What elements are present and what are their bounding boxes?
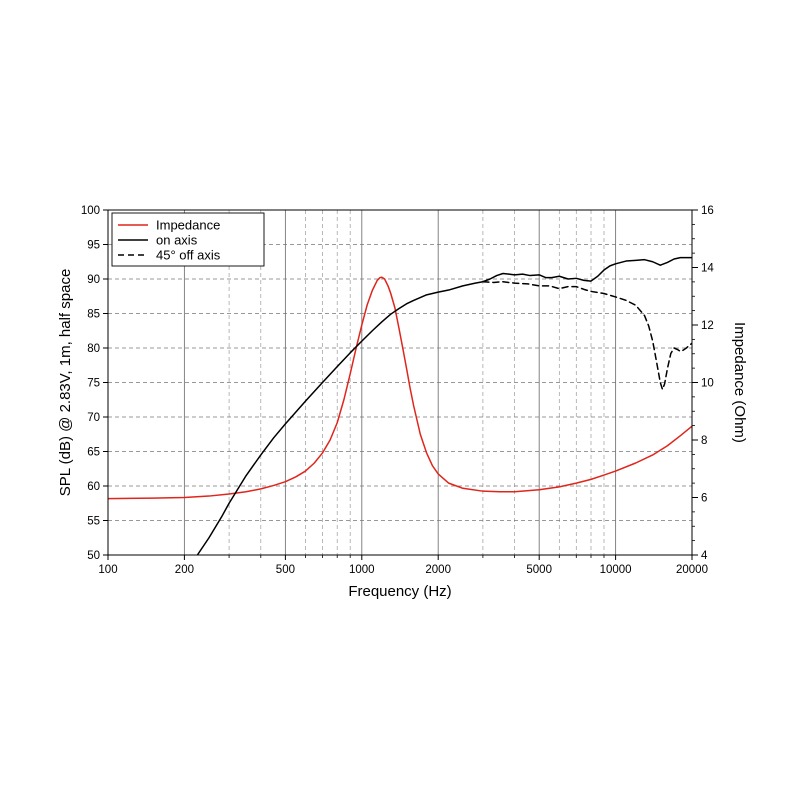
x-tick-label: 5000 [526, 564, 552, 576]
y-tick-label: 80 [87, 343, 100, 355]
x-tick-label: 10000 [600, 564, 632, 576]
y2-axis-title: Impedance (Ohm) [731, 322, 748, 443]
y-tick-label: 75 [87, 378, 100, 390]
axes: 100 200 500 1000 2000 5000 10000 20000 50 55 60 65 7… [81, 205, 715, 576]
y-axis-title: SPL (dB) @ 2.83V, 1m, half space [57, 269, 74, 497]
y2-tick-label: 14 [701, 263, 714, 275]
y2-tick-label: 8 [701, 435, 707, 447]
y-tick-label: 100 [81, 205, 100, 217]
y2-tick-label: 10 [701, 378, 714, 390]
legend-label: 45° off axis [156, 248, 221, 263]
series-line-on-axis [196, 256, 692, 555]
data-series [108, 256, 692, 555]
y-tick-label: 95 [87, 240, 100, 252]
x-tick-label: 2000 [425, 564, 451, 576]
y-tick-label: 50 [87, 550, 100, 562]
series-line-impedance [108, 276, 692, 500]
legend-label: on axis [156, 233, 198, 248]
y2-tick-label: 12 [701, 320, 714, 332]
x-tick-label: 500 [276, 564, 295, 576]
y-tick-label: 65 [87, 447, 100, 459]
y2-tick-label: 16 [701, 205, 714, 217]
y-tick-label: 70 [87, 412, 100, 424]
x-axis-title: Frequency (Hz) [348, 583, 451, 600]
legend-label: Impedance [156, 218, 220, 233]
series-line-45-off-axis [482, 281, 692, 391]
x-tick-label: 200 [175, 564, 194, 576]
y2-tick-label: 6 [701, 493, 707, 505]
x-tick-label: 100 [98, 564, 117, 576]
y-tick-label: 55 [87, 516, 100, 528]
y-tick-label: 90 [87, 274, 100, 286]
y-tick-label: 60 [87, 481, 100, 493]
y-tick-label: 85 [87, 309, 100, 321]
x-tick-label: 1000 [349, 564, 375, 576]
x-tick-label: 20000 [676, 564, 708, 576]
y2-tick-label: 4 [701, 550, 708, 562]
